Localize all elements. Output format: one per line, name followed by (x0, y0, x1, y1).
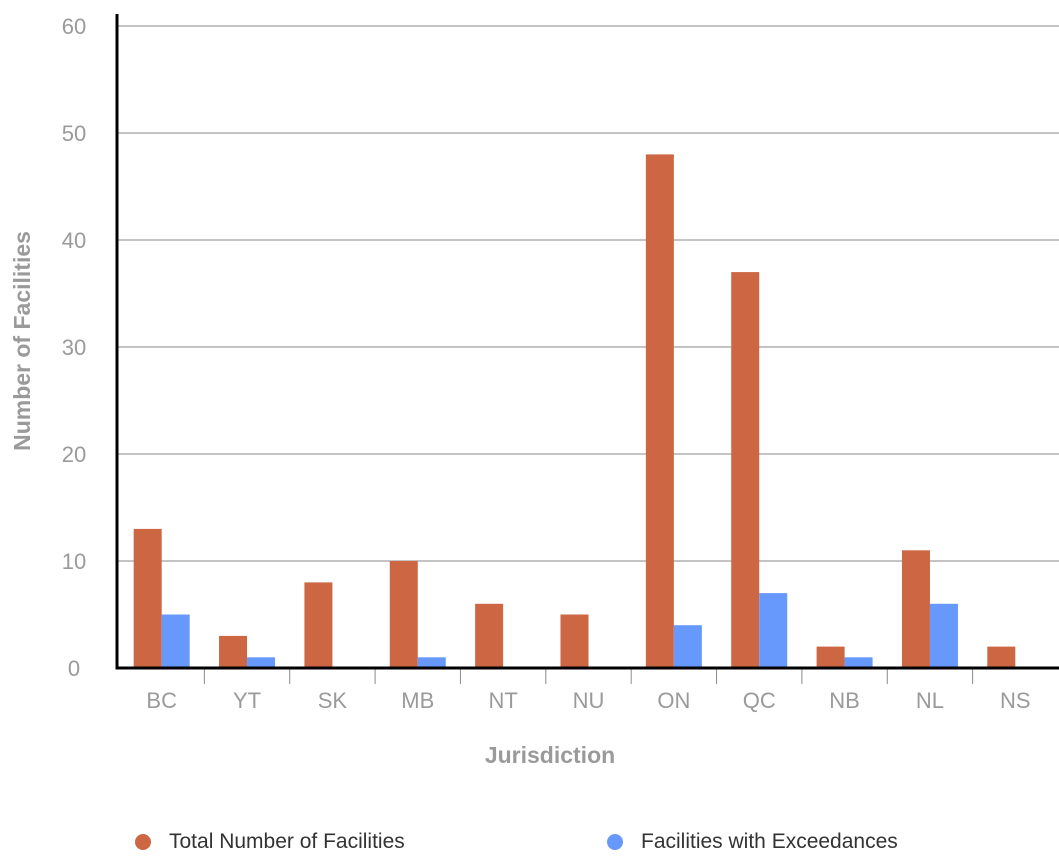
bar-nl-exceedances (929, 603, 958, 668)
x-tick-label: BC (146, 688, 177, 713)
axes (115, 14, 1059, 684)
y-axis-title: Number of Facilities (9, 231, 35, 451)
bar-sk-total (304, 582, 333, 668)
y-tick-label: 10 (62, 549, 86, 574)
bar-mb-exceedances (417, 657, 446, 668)
bar-on-exceedances (673, 625, 702, 668)
y-tick-label: 0 (68, 656, 80, 681)
y-tick-label: 40 (62, 228, 86, 253)
bar-chart: 0 10 20 30 40 50 60 BC YT SK MB NT NU ON QC NB NL NS Jur… (9, 14, 1059, 768)
bar-bc-total (133, 528, 162, 668)
y-tick-labels: 0 10 20 30 40 50 60 (62, 14, 86, 681)
bars (133, 154, 1016, 668)
y-tick-label: 60 (62, 14, 86, 39)
bar-bc-exceedances (161, 614, 190, 668)
bar-nb-total (816, 646, 845, 668)
legend-item-total: Total Number of Facilities (135, 830, 405, 854)
x-tick-label: YT (233, 688, 261, 713)
x-axis-title: Jurisdiction (485, 742, 615, 768)
bar-nl-total (901, 550, 930, 668)
x-tick-label: NS (1000, 688, 1031, 713)
x-tick-label: NU (573, 688, 605, 713)
legend-label-total: Total Number of Facilities (169, 830, 405, 853)
bar-qc-total (731, 272, 760, 668)
x-tick-label: NB (829, 688, 860, 713)
y-tick-label: 20 (62, 442, 86, 467)
legend-item-exceedances: Facilities with Exceedances (607, 830, 898, 854)
bar-yt-exceedances (247, 657, 276, 668)
x-tick-label: QC (743, 688, 776, 713)
y-tick-label: 30 (62, 335, 86, 360)
gridlines (117, 25, 1059, 562)
x-tick-labels: BC YT SK MB NT NU ON QC NB NL NS (146, 688, 1030, 713)
y-tick-label: 50 (62, 121, 86, 146)
bar-ns-total (987, 646, 1016, 668)
bar-nu-total (560, 614, 589, 668)
legend-dot-exceedances (607, 834, 623, 850)
x-tick-label: MB (401, 688, 434, 713)
x-tick-label: SK (318, 688, 348, 713)
bar-nt-total (475, 603, 504, 668)
x-tick-label: NT (488, 688, 517, 713)
bar-on-total (645, 154, 674, 668)
legend-label-exceedances: Facilities with Exceedances (641, 830, 898, 853)
bar-yt-total (219, 635, 248, 668)
legend-dot-total (135, 834, 151, 850)
bar-nb-exceedances (844, 657, 873, 668)
x-tick-label: NL (916, 688, 944, 713)
legend: Total Number of Facilities Facilities wi… (0, 830, 1059, 860)
bar-mb-total (389, 561, 418, 668)
bar-qc-exceedances (759, 593, 788, 668)
x-tick-label: ON (657, 688, 690, 713)
